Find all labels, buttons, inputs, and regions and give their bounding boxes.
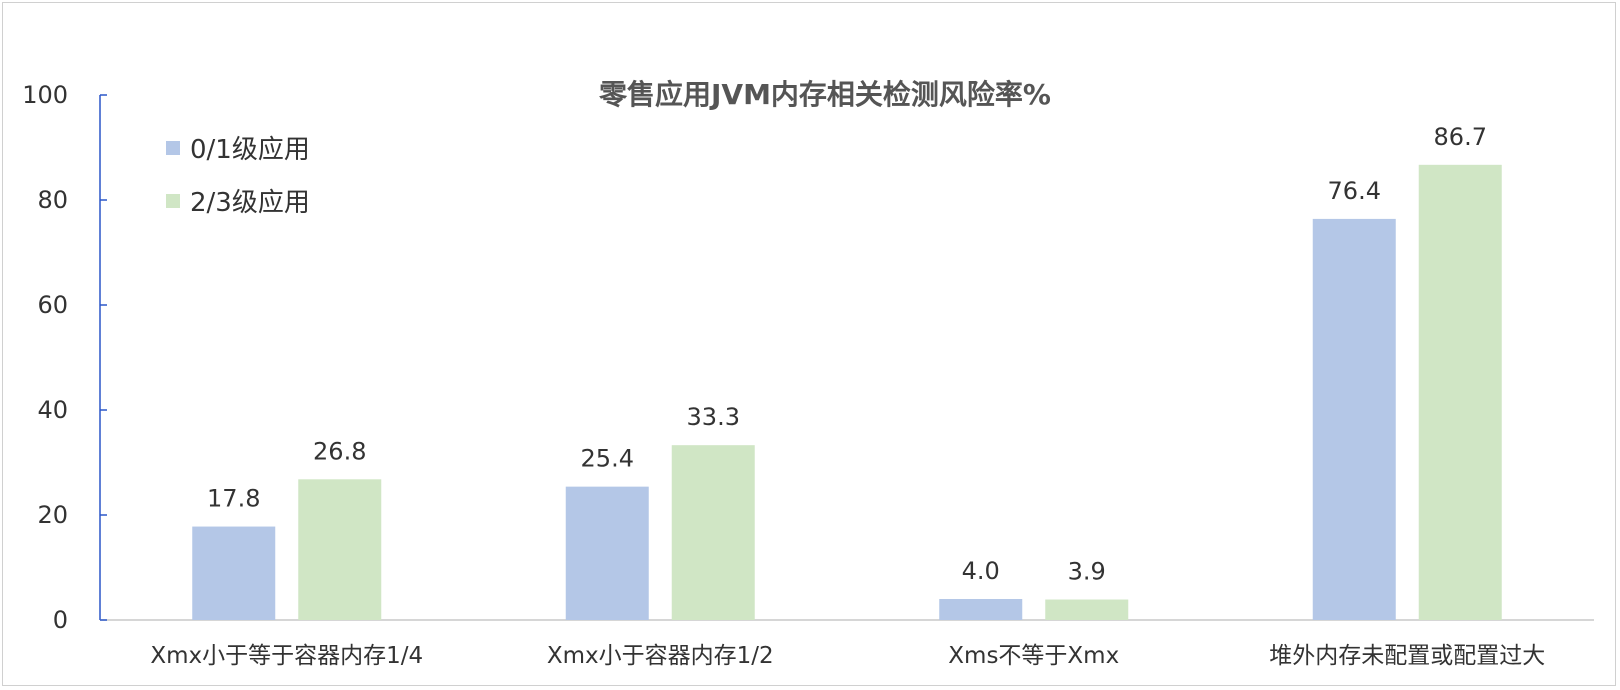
data-label-series-1-cat-2: 3.9 — [1068, 558, 1106, 586]
x-category-label-0: Xmx小于等于容器内存1/4 — [150, 643, 423, 669]
bar-series-1-cat-3 — [1418, 164, 1502, 620]
data-label-series-0-cat-3: 76.4 — [1328, 177, 1381, 205]
data-label-series-0-cat-1: 25.4 — [581, 445, 634, 473]
bar-series-0-cat-1 — [565, 486, 649, 620]
data-label-series-1-cat-1: 33.3 — [687, 403, 740, 431]
axes: 0 20 40 60 80 100 Xmx小于等于容器内存1/4 Xmx小于容器内存1/2 Xm… — [22, 81, 1594, 669]
bar-series-0-cat-2 — [939, 599, 1023, 620]
chart-title: 零售应用JVM内存相关检测风险率% — [599, 78, 1051, 111]
legend-label-2-3: 2/3级应用 — [190, 188, 310, 218]
x-category-label-3: 堆外内存未配置或配置过大 — [1269, 643, 1545, 669]
legend: 0/1级应用 2/3级应用 — [166, 135, 310, 218]
legend-label-0-1: 0/1级应用 — [190, 135, 310, 165]
y-tick-label: 20 — [37, 501, 68, 529]
legend-swatch-0-1 — [166, 141, 180, 155]
data-label-series-0-cat-2: 4.0 — [962, 557, 1000, 585]
data-label-series-0-cat-0: 17.8 — [207, 485, 260, 513]
y-tick-label: 100 — [22, 81, 68, 109]
y-tick-label: 60 — [37, 291, 68, 319]
bars — [192, 164, 1502, 620]
x-category-label-2: Xms不等于Xmx — [948, 643, 1119, 669]
bar-series-0-cat-0 — [192, 526, 276, 620]
y-tick-label: 0 — [53, 606, 68, 634]
data-label-series-1-cat-3: 86.7 — [1434, 123, 1487, 151]
legend-swatch-2-3 — [166, 194, 180, 208]
data-label-series-1-cat-0: 26.8 — [313, 437, 366, 465]
bar-series-1-cat-0 — [298, 479, 382, 620]
y-tick-label: 80 — [37, 186, 68, 214]
bar-series-1-cat-2 — [1045, 599, 1129, 620]
data-labels: 17.8 26.8 25.4 33.3 4.0 3.9 76.4 86.7 — [207, 123, 1487, 586]
bar-series-1-cat-1 — [671, 445, 755, 620]
x-category-label-1: Xmx小于容器内存1/2 — [547, 643, 774, 669]
y-tick-label: 40 — [37, 396, 68, 424]
bar-series-0-cat-3 — [1312, 218, 1396, 620]
